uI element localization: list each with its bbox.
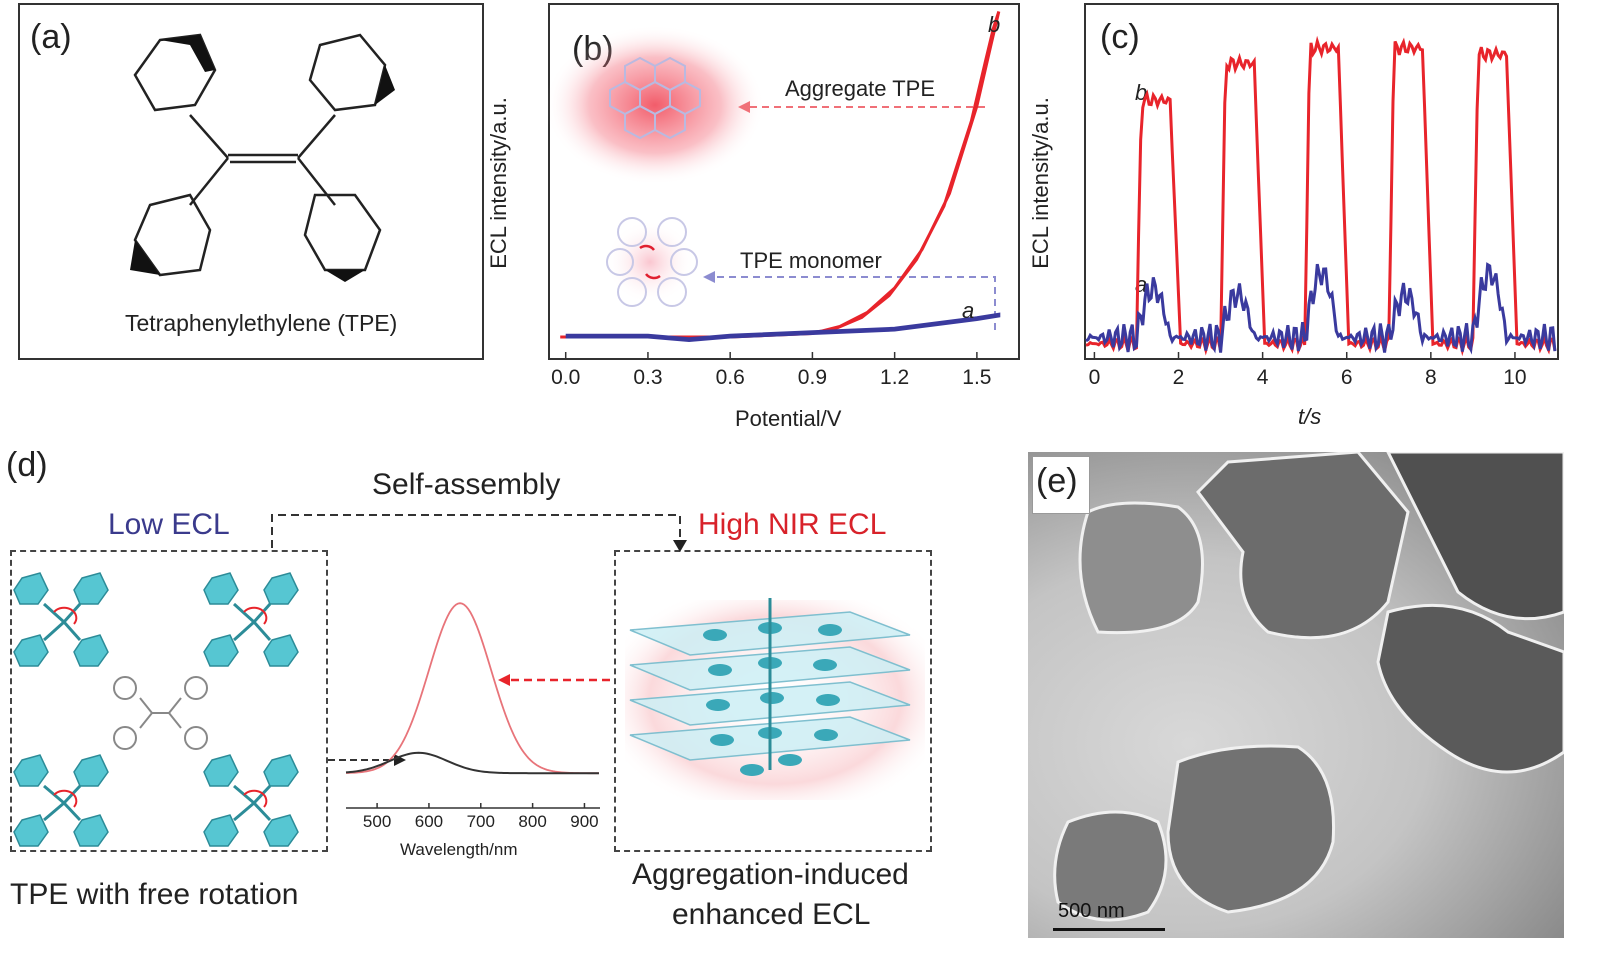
free-rotation-box [10,550,328,852]
panel-b-xlabel: Potential/V [735,406,842,431]
panel-c-xtick: 0 [1088,366,1101,389]
self-assembly-arrow [271,514,681,548]
right-caption-line1: Aggregation-induced [632,858,909,891]
spectrum-xlabel: Wavelength/nm [400,840,518,859]
panel-c-xtick: 4 [1256,366,1269,389]
scale-bar-label: 500 nm [1058,900,1125,922]
panel-b-frame [548,3,1020,360]
monomer-glow [605,220,695,304]
spectrum-xtick: 700 [466,812,495,831]
panel-d-label: (d) [6,446,48,484]
panel-b-xtick: 0.3 [633,366,663,389]
tem-image: (e) 500 nm [1028,452,1564,938]
panel-c-frame [1084,3,1559,360]
gray-tpe-molecule [113,676,208,750]
right-caption-line2: enhanced ECL [672,898,871,931]
panel-c-xtick: 8 [1424,366,1437,389]
spectrum-xtick: 900 [570,812,599,831]
panel-a-label: (a) [30,18,72,56]
nanoparticles [1053,452,1564,922]
self-assembly-label: Self-assembly [372,468,561,501]
monomer-arrow [705,276,996,330]
panel-c-xtick: 2 [1172,366,1185,389]
panel-b-xtick: 1.2 [880,366,910,389]
panel-c-series-b [1085,35,1557,357]
panel-b-series-a [565,312,1001,343]
aggregate-glow [545,25,765,185]
panel-b-xtick: 0.9 [797,366,828,389]
annotation-tpe-monomer: TPE monomer [740,248,882,273]
panel-c-xtick: 10 [1503,366,1527,389]
panel-b-xtick: 0.6 [715,366,745,389]
panel-b-xtick: 0.0 [551,366,581,389]
panel-a-frame [18,3,484,360]
panel-b-xtick: 1.5 [962,366,992,389]
panel-e-label: (e) [1036,462,1078,500]
panel-c-xlabel: t/s [1298,404,1322,429]
spectrum-series-0 [345,602,599,775]
aggregate-lattice-icon [609,56,701,140]
aggregate-box [614,550,932,852]
panel-c-xtick: 6 [1340,366,1353,389]
panel-b-curve-label-b: b [988,12,1001,37]
panel-c-series-a [1085,262,1557,355]
annotation-aggregate-tpe: Aggregate TPE [785,76,936,101]
monomer-icon [606,217,698,307]
panel-b-curve-label-a: a [962,298,975,323]
high-nir-ecl-label: High NIR ECL [698,508,887,541]
left-caption: TPE with free rotation [10,878,299,911]
spectrum-series-1 [345,751,599,775]
low-ecl-label: Low ECL [108,508,230,541]
panel-a-caption: Tetraphenylethylene (TPE) [125,310,398,336]
spectrum-xtick: 500 [362,812,392,831]
spectrum-xtick: 800 [518,812,547,831]
panel-c-label: (c) [1100,18,1140,56]
cyan-tpe-molecules [13,572,299,847]
scale-bar [1053,928,1165,931]
spectrum-xtick: 600 [414,812,444,831]
